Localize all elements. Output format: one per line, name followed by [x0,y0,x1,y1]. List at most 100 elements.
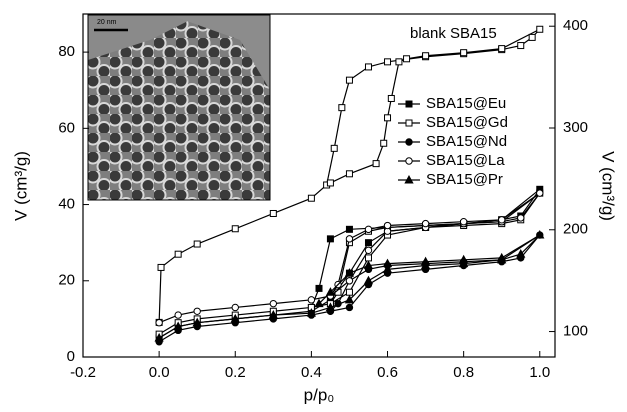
data-point [536,25,544,33]
y-tick-label: 20 [58,272,75,289]
data-point [528,33,536,41]
data-point [344,294,355,304]
data-point [364,246,373,254]
y-tick-label: 80 [58,43,75,60]
data-point [383,221,392,230]
data-point [384,114,392,122]
data-point [364,225,373,234]
data-point [384,58,392,66]
data-point [345,288,353,296]
data-point [382,258,393,268]
data-point [326,235,334,243]
data-point [364,254,372,262]
y-axis-label: V (cm³/g) [11,151,30,221]
data-point [193,240,201,248]
data-point [420,256,431,266]
data-point [173,321,183,331]
data-point [315,284,323,292]
data-point [536,189,544,197]
data-point [517,214,525,222]
data-point [372,160,380,168]
legend-label: SBA15@Gd [426,114,508,131]
data-point [174,250,182,258]
data-point [380,139,388,147]
inset-image: 20 nm [87,14,271,201]
legend-label: SBA15@Nd [426,133,507,150]
legend-marker [405,100,413,108]
x-tick-label: 0.8 [453,364,474,381]
data-point [174,311,182,319]
plot-frame [82,13,556,358]
data-point [364,239,372,247]
y2-tick-label: 200 [563,221,588,238]
data-point [363,260,374,270]
data-point [269,209,277,217]
data-point [338,104,346,112]
data-point [535,229,545,239]
y-tick-label: 0 [67,348,75,365]
data-point [395,58,403,66]
data-point [230,313,240,323]
data-point [364,63,372,71]
data-point [345,303,354,312]
x-tick-label: 0.2 [225,364,246,381]
data-point [325,287,336,296]
legend-label: SBA15@Pr [426,171,503,188]
series-annotation: blank SBA15 [410,25,497,42]
y-tick-label: 60 [58,119,75,136]
data-point [345,170,353,178]
y2-tick-label: 400 [563,17,588,34]
x-tick-label: 0.6 [377,364,398,381]
data-point [314,298,324,308]
data-point [422,52,430,60]
legend-marker [405,157,413,165]
data-point [460,49,468,57]
data-point [382,264,393,273]
scale-bar-label: 20 nm [97,19,117,26]
legend-marker [404,174,414,184]
data-point [497,252,507,262]
data-point [231,303,239,312]
data-point [459,218,468,226]
data-point [403,55,411,63]
x-tick-label: 0.0 [149,364,170,381]
data-point [326,179,334,187]
legend-marker [405,119,413,127]
y2-axis-label: V (cm³/g) [599,151,618,221]
data-point [421,219,430,228]
y-tick-label: 40 [58,196,75,213]
data-point [325,302,336,311]
data-point [498,45,506,53]
legend-marker [405,138,413,146]
data-point [306,308,317,317]
data-point [330,144,338,152]
x-axis-label: p/p₀ [304,385,335,404]
series-line [158,234,541,339]
legend-label: SBA15@Eu [426,95,506,112]
data-point [231,225,239,233]
data-point [269,299,278,308]
data-point [307,194,315,202]
legend-label: SBA15@La [426,152,505,169]
data-point [345,277,354,285]
data-point [154,332,164,342]
data-point [193,307,201,315]
data-point [387,94,395,102]
data-point [459,254,469,264]
data-point [517,42,525,50]
y2-tick-label: 300 [563,119,588,136]
series-line [158,234,541,343]
data-point [363,275,374,285]
x-tick-label: 1.0 [529,364,550,381]
data-point [268,310,278,319]
data-point [344,268,355,277]
data-point [516,249,526,258]
data-point [345,225,353,233]
x-tick-label: -0.2 [70,364,96,381]
data-point [307,296,316,304]
data-point [192,317,202,327]
data-point [345,235,354,243]
data-point [345,76,353,84]
y2-tick-label: 100 [563,323,588,340]
